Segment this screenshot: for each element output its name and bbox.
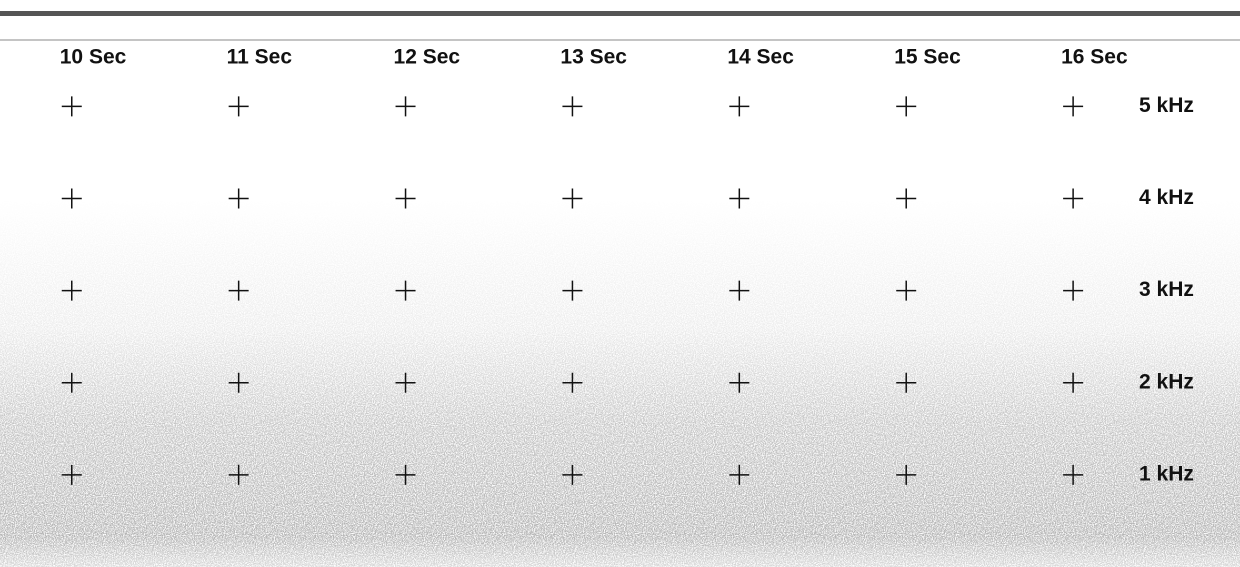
grid-cross [562,372,583,393]
x-tick-label: 16 Sec [1061,46,1128,69]
grid-cross [729,96,750,117]
grid-cross [729,372,750,393]
y-tick-label: 5 kHz [1139,94,1194,117]
axes: 10 Sec 11 Sec 12 Sec 13 Sec 14 Sec 15 Sec 16 S… [60,46,1194,486]
grid-cross [896,188,917,209]
grid-cross [61,96,82,117]
grid-cross [729,280,750,301]
y-tick-label: 4 kHz [1139,186,1194,209]
grid-cross [61,280,82,301]
grid-cross [228,464,249,485]
grid-cross [1063,96,1084,117]
grid-cross [729,464,750,485]
grid-cross [395,464,416,485]
grid-cross [896,464,917,485]
x-tick-label: 13 Sec [560,46,627,69]
x-tick-label: 10 Sec [60,46,127,69]
grid-cross [1063,464,1084,485]
grid-cross [395,96,416,117]
x-tick-label: 12 Sec [394,46,461,69]
grid-cross [228,96,249,117]
grid-cross [896,96,917,117]
grid-cross [228,188,249,209]
spectrogram-noise [0,200,1240,567]
grid-cross [562,464,583,485]
grid-cross [729,188,750,209]
grid-cross [228,280,249,301]
grid-cross [562,188,583,209]
y-tick-label: 2 kHz [1139,370,1194,393]
grid-cross [395,372,416,393]
grid-cross [228,372,249,393]
grid-cross [395,280,416,301]
x-tick-label: 15 Sec [894,46,961,69]
grid-cross [562,96,583,117]
x-tick-label: 14 Sec [727,46,794,69]
waveform [0,11,1240,16]
grid-cross [61,372,82,393]
grid-cross [61,188,82,209]
y-tick-label: 3 kHz [1139,278,1194,301]
grid-cross [562,280,583,301]
grid-cross [61,464,82,485]
grid-cross [1063,372,1084,393]
x-tick-label: 11 Sec [227,46,293,69]
grid-cross [1063,280,1084,301]
grid-cross [896,280,917,301]
grid-cross [1063,188,1084,209]
grid-cross [395,188,416,209]
y-tick-label: 1 kHz [1139,462,1194,485]
grid-cross [896,372,917,393]
